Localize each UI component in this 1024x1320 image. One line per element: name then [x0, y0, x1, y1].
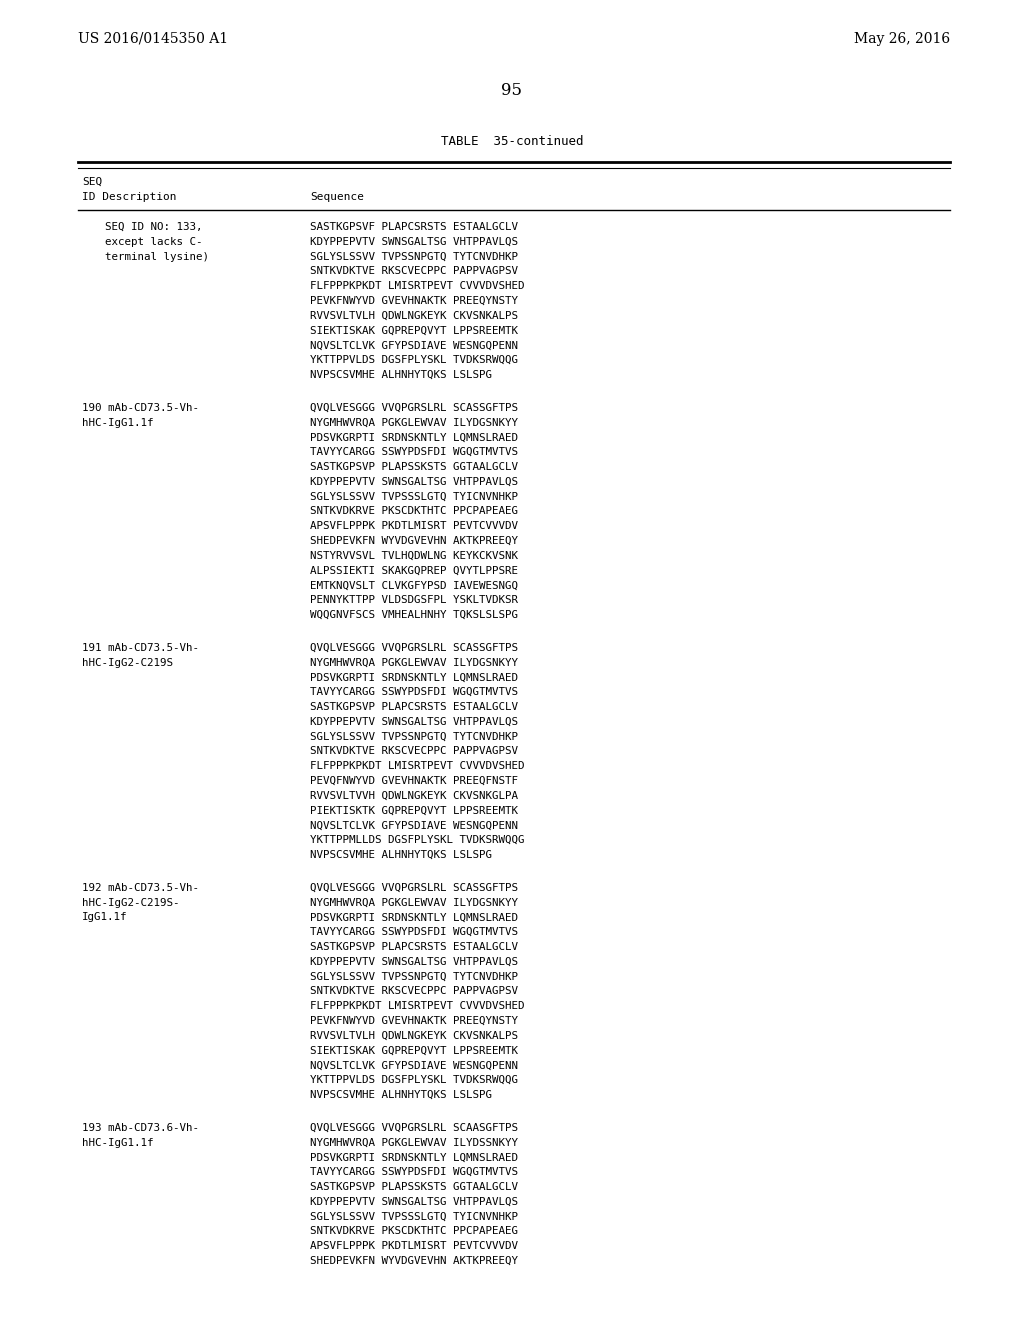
Text: QVQLVESGGG VVQPGRSLRL SCASSGFTPS: QVQLVESGGG VVQPGRSLRL SCASSGFTPS — [310, 403, 518, 413]
Text: 95: 95 — [502, 82, 522, 99]
Text: PEVQFNWYVD GVEVHNAKTK PREEQFNSTF: PEVQFNWYVD GVEVHNAKTK PREEQFNSTF — [310, 776, 518, 785]
Text: TAVYYCARGG SSWYPDSFDI WGQGTMVTVS: TAVYYCARGG SSWYPDSFDI WGQGTMVTVS — [310, 447, 518, 457]
Text: TAVYYCARGG SSWYPDSFDI WGQGTMVTVS: TAVYYCARGG SSWYPDSFDI WGQGTMVTVS — [310, 927, 518, 937]
Text: PIEKTISKTK GQPREPQVYT LPPSREEMTK: PIEKTISKTK GQPREPQVYT LPPSREEMTK — [310, 805, 518, 816]
Text: SIEKTISKAK GQPREPQVYT LPPSREEMTK: SIEKTISKAK GQPREPQVYT LPPSREEMTK — [310, 1045, 518, 1056]
Text: PDSVKGRPTI SRDNSKNTLY LQMNSLRAED: PDSVKGRPTI SRDNSKNTLY LQMNSLRAED — [310, 912, 518, 923]
Text: SHEDPEVKFN WYVDGVEVHN AKTKPREEQY: SHEDPEVKFN WYVDGVEVHN AKTKPREEQY — [310, 1257, 518, 1266]
Text: SASTKGPSVF PLAPCSRSTS ESTAALGCLV: SASTKGPSVF PLAPCSRSTS ESTAALGCLV — [310, 222, 518, 232]
Text: Sequence: Sequence — [310, 191, 364, 202]
Text: SASTKGPSVP PLAPSSKSTS GGTAALGCLV: SASTKGPSVP PLAPSSKSTS GGTAALGCLV — [310, 1181, 518, 1192]
Text: SGLYSLSSVV TVPSSNPGTQ TYTCNVDHKP: SGLYSLSSVV TVPSSNPGTQ TYTCNVDHKP — [310, 972, 518, 982]
Text: NQVSLTCLVK GFYPSDIAVE WESNGQPENN: NQVSLTCLVK GFYPSDIAVE WESNGQPENN — [310, 821, 518, 830]
Text: hHC-IgG1.1f: hHC-IgG1.1f — [82, 417, 154, 428]
Text: SASTKGPSVP PLAPCSRSTS ESTAALGCLV: SASTKGPSVP PLAPCSRSTS ESTAALGCLV — [310, 702, 518, 711]
Text: SGLYSLSSVV TVPSSNPGTQ TYTCNVDHKP: SGLYSLSSVV TVPSSNPGTQ TYTCNVDHKP — [310, 731, 518, 742]
Text: NVPSCSVMHE ALHNHYTQKS LSLSPG: NVPSCSVMHE ALHNHYTQKS LSLSPG — [310, 370, 492, 380]
Text: WQQGNVFSCS VMHEALHNHY TQKSLSLSPG: WQQGNVFSCS VMHEALHNHY TQKSLSLSPG — [310, 610, 518, 620]
Text: NYGMHWVRQA PGKGLEWVAV ILYDGSNKYY: NYGMHWVRQA PGKGLEWVAV ILYDGSNKYY — [310, 657, 518, 668]
Text: PDSVKGRPTI SRDNSKNTLY LQMNSLRAED: PDSVKGRPTI SRDNSKNTLY LQMNSLRAED — [310, 672, 518, 682]
Text: SGLYSLSSVV TVPSSSLGTQ TYICNVNHKP: SGLYSLSSVV TVPSSSLGTQ TYICNVNHKP — [310, 491, 518, 502]
Text: KDYPPEPVTV SWNSGALTSG VHTPPAVLQS: KDYPPEPVTV SWNSGALTSG VHTPPAVLQS — [310, 236, 518, 247]
Text: APSVFLPPPK PKDTLMISRT PEVTCVVVDV: APSVFLPPPK PKDTLMISRT PEVTCVVVDV — [310, 1241, 518, 1251]
Text: APSVFLPPPK PKDTLMISRT PEVTCVVVDV: APSVFLPPPK PKDTLMISRT PEVTCVVVDV — [310, 521, 518, 531]
Text: QVQLVESGGG VVQPGRSLRL SCAASGFTPS: QVQLVESGGG VVQPGRSLRL SCAASGFTPS — [310, 1123, 518, 1133]
Text: SASTKGPSVP PLAPCSRSTS ESTAALGCLV: SASTKGPSVP PLAPCSRSTS ESTAALGCLV — [310, 942, 518, 952]
Text: NVPSCSVMHE ALHNHYTQKS LSLSPG: NVPSCSVMHE ALHNHYTQKS LSLSPG — [310, 1090, 492, 1100]
Text: TABLE  35-continued: TABLE 35-continued — [440, 135, 584, 148]
Text: NQVSLTCLVK GFYPSDIAVE WESNGQPENN: NQVSLTCLVK GFYPSDIAVE WESNGQPENN — [310, 341, 518, 350]
Text: PDSVKGRPTI SRDNSKNTLY LQMNSLRAED: PDSVKGRPTI SRDNSKNTLY LQMNSLRAED — [310, 433, 518, 442]
Text: YKTTPPMLLDS DGSFPLYSKL TVDKSRWQQG: YKTTPPMLLDS DGSFPLYSKL TVDKSRWQQG — [310, 836, 524, 845]
Text: ID Description: ID Description — [82, 191, 176, 202]
Text: US 2016/0145350 A1: US 2016/0145350 A1 — [78, 32, 228, 46]
Text: hHC-IgG2-C219S: hHC-IgG2-C219S — [82, 657, 173, 668]
Text: NYGMHWVRQA PGKGLEWVAV ILYDSSNKYY: NYGMHWVRQA PGKGLEWVAV ILYDSSNKYY — [310, 1138, 518, 1147]
Text: SASTKGPSVP PLAPSSKSTS GGTAALGCLV: SASTKGPSVP PLAPSSKSTS GGTAALGCLV — [310, 462, 518, 473]
Text: SHEDPEVKFN WYVDGVEVHN AKTKPREEQY: SHEDPEVKFN WYVDGVEVHN AKTKPREEQY — [310, 536, 518, 546]
Text: NYGMHWVRQA PGKGLEWVAV ILYDGSNKYY: NYGMHWVRQA PGKGLEWVAV ILYDGSNKYY — [310, 417, 518, 428]
Text: NSTYRVVSVL TVLHQDWLNG KEYKCKVSNK: NSTYRVVSVL TVLHQDWLNG KEYKCKVSNK — [310, 550, 518, 561]
Text: except lacks C-: except lacks C- — [105, 236, 203, 247]
Text: QVQLVESGGG VVQPGRSLRL SCASSGFTPS: QVQLVESGGG VVQPGRSLRL SCASSGFTPS — [310, 643, 518, 653]
Text: SNTKVDKTVE RKSCVECPPC PAPPVAGPSV: SNTKVDKTVE RKSCVECPPC PAPPVAGPSV — [310, 986, 518, 997]
Text: FLFPPPKPKDT LMISRTPEVT CVVVDVSHED: FLFPPPKPKDT LMISRTPEVT CVVVDVSHED — [310, 281, 524, 292]
Text: NYGMHWVRQA PGKGLEWVAV ILYDGSNKYY: NYGMHWVRQA PGKGLEWVAV ILYDGSNKYY — [310, 898, 518, 908]
Text: 193 mAb-CD73.6-Vh-: 193 mAb-CD73.6-Vh- — [82, 1123, 199, 1133]
Text: SNTKVDKRVE PKSCDKTHTC PPCPAPEAEG: SNTKVDKRVE PKSCDKTHTC PPCPAPEAEG — [310, 1226, 518, 1237]
Text: PENNYKTTPP VLDSDGSFPL YSKLTVDKSR: PENNYKTTPP VLDSDGSFPL YSKLTVDKSR — [310, 595, 518, 605]
Text: NQVSLTCLVK GFYPSDIAVE WESNGQPENN: NQVSLTCLVK GFYPSDIAVE WESNGQPENN — [310, 1060, 518, 1071]
Text: IgG1.1f: IgG1.1f — [82, 912, 128, 923]
Text: RVVSVLTVLH QDWLNGKEYK CKVSNKALPS: RVVSVLTVLH QDWLNGKEYK CKVSNKALPS — [310, 310, 518, 321]
Text: 192 mAb-CD73.5-Vh-: 192 mAb-CD73.5-Vh- — [82, 883, 199, 892]
Text: PDSVKGRPTI SRDNSKNTLY LQMNSLRAED: PDSVKGRPTI SRDNSKNTLY LQMNSLRAED — [310, 1152, 518, 1163]
Text: PEVKFNWYVD GVEVHNAKTK PREEQYNSTY: PEVKFNWYVD GVEVHNAKTK PREEQYNSTY — [310, 1016, 518, 1026]
Text: QVQLVESGGG VVQPGRSLRL SCASSGFTPS: QVQLVESGGG VVQPGRSLRL SCASSGFTPS — [310, 883, 518, 892]
Text: hHC-IgG1.1f: hHC-IgG1.1f — [82, 1138, 154, 1147]
Text: EMTKNQVSLT CLVKGFYPSD IAVEWESNGQ: EMTKNQVSLT CLVKGFYPSD IAVEWESNGQ — [310, 581, 518, 590]
Text: KDYPPEPVTV SWNSGALTSG VHTPPAVLQS: KDYPPEPVTV SWNSGALTSG VHTPPAVLQS — [310, 957, 518, 966]
Text: KDYPPEPVTV SWNSGALTSG VHTPPAVLQS: KDYPPEPVTV SWNSGALTSG VHTPPAVLQS — [310, 1197, 518, 1206]
Text: PEVKFNWYVD GVEVHNAKTK PREEQYNSTY: PEVKFNWYVD GVEVHNAKTK PREEQYNSTY — [310, 296, 518, 306]
Text: SGLYSLSSVV TVPSSNPGTQ TYTCNVDHKP: SGLYSLSSVV TVPSSNPGTQ TYTCNVDHKP — [310, 252, 518, 261]
Text: 190 mAb-CD73.5-Vh-: 190 mAb-CD73.5-Vh- — [82, 403, 199, 413]
Text: FLFPPPKPKDT LMISRTPEVT CVVVDVSHED: FLFPPPKPKDT LMISRTPEVT CVVVDVSHED — [310, 1001, 524, 1011]
Text: SEQ ID NO: 133,: SEQ ID NO: 133, — [105, 222, 203, 232]
Text: SNTKVDKRVE PKSCDKTHTC PPCPAPEAEG: SNTKVDKRVE PKSCDKTHTC PPCPAPEAEG — [310, 507, 518, 516]
Text: TAVYYCARGG SSWYPDSFDI WGQGTMVTVS: TAVYYCARGG SSWYPDSFDI WGQGTMVTVS — [310, 1167, 518, 1177]
Text: SEQ: SEQ — [82, 177, 102, 187]
Text: YKTTPPVLDS DGSFPLYSKL TVDKSRWQQG: YKTTPPVLDS DGSFPLYSKL TVDKSRWQQG — [310, 355, 518, 366]
Text: SNTKVDKTVE RKSCVECPPC PAPPVAGPSV: SNTKVDKTVE RKSCVECPPC PAPPVAGPSV — [310, 746, 518, 756]
Text: KDYPPEPVTV SWNSGALTSG VHTPPAVLQS: KDYPPEPVTV SWNSGALTSG VHTPPAVLQS — [310, 717, 518, 727]
Text: SGLYSLSSVV TVPSSSLGTQ TYICNVNHKP: SGLYSLSSVV TVPSSSLGTQ TYICNVNHKP — [310, 1212, 518, 1221]
Text: terminal lysine): terminal lysine) — [105, 252, 209, 261]
Text: RVVSVLTVLH QDWLNGKEYK CKVSNKALPS: RVVSVLTVLH QDWLNGKEYK CKVSNKALPS — [310, 1031, 518, 1040]
Text: SIEKTISKAK GQPREPQVYT LPPSREEMTK: SIEKTISKAK GQPREPQVYT LPPSREEMTK — [310, 326, 518, 335]
Text: NVPSCSVMHE ALHNHYTQKS LSLSPG: NVPSCSVMHE ALHNHYTQKS LSLSPG — [310, 850, 492, 861]
Text: ALPSSIEKTI SKAKGQPREP QVYTLPPSRE: ALPSSIEKTI SKAKGQPREP QVYTLPPSRE — [310, 565, 518, 576]
Text: May 26, 2016: May 26, 2016 — [854, 32, 950, 46]
Text: YKTTPPVLDS DGSFPLYSKL TVDKSRWQQG: YKTTPPVLDS DGSFPLYSKL TVDKSRWQQG — [310, 1076, 518, 1085]
Text: KDYPPEPVTV SWNSGALTSG VHTPPAVLQS: KDYPPEPVTV SWNSGALTSG VHTPPAVLQS — [310, 477, 518, 487]
Text: RVVSVLTVVH QDWLNGKEYK CKVSNKGLPA: RVVSVLTVVH QDWLNGKEYK CKVSNKGLPA — [310, 791, 518, 801]
Text: FLFPPPKPKDT LMISRTPEVT CVVVDVSHED: FLFPPPKPKDT LMISRTPEVT CVVVDVSHED — [310, 762, 524, 771]
Text: 191 mAb-CD73.5-Vh-: 191 mAb-CD73.5-Vh- — [82, 643, 199, 653]
Text: TAVYYCARGG SSWYPDSFDI WGQGTMVTVS: TAVYYCARGG SSWYPDSFDI WGQGTMVTVS — [310, 688, 518, 697]
Text: hHC-IgG2-C219S-: hHC-IgG2-C219S- — [82, 898, 179, 908]
Text: SNTKVDKTVE RKSCVECPPC PAPPVAGPSV: SNTKVDKTVE RKSCVECPPC PAPPVAGPSV — [310, 267, 518, 276]
